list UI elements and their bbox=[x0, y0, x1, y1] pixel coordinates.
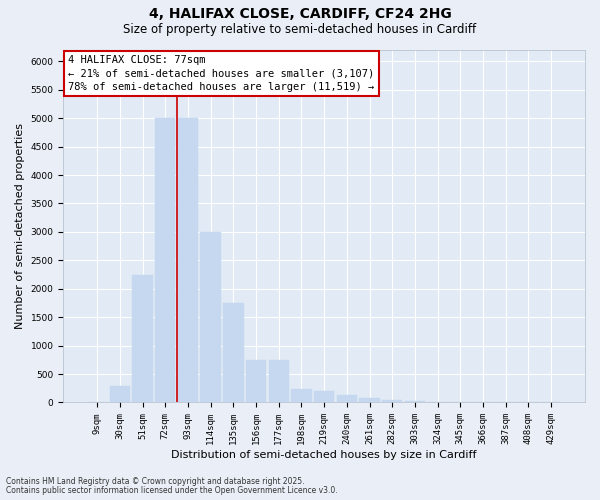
Bar bbox=[382, 400, 403, 402]
Bar bbox=[246, 360, 266, 403]
Bar bbox=[110, 386, 130, 402]
Bar bbox=[337, 395, 357, 402]
Text: Size of property relative to semi-detached houses in Cardiff: Size of property relative to semi-detach… bbox=[124, 22, 476, 36]
Text: 4 HALIFAX CLOSE: 77sqm
← 21% of semi-detached houses are smaller (3,107)
78% of : 4 HALIFAX CLOSE: 77sqm ← 21% of semi-det… bbox=[68, 56, 375, 92]
Bar bbox=[133, 274, 153, 402]
Bar bbox=[269, 360, 289, 403]
Text: Contains HM Land Registry data © Crown copyright and database right 2025.: Contains HM Land Registry data © Crown c… bbox=[6, 477, 305, 486]
Text: 4, HALIFAX CLOSE, CARDIFF, CF24 2HG: 4, HALIFAX CLOSE, CARDIFF, CF24 2HG bbox=[149, 8, 451, 22]
Bar bbox=[291, 390, 311, 402]
X-axis label: Distribution of semi-detached houses by size in Cardiff: Distribution of semi-detached houses by … bbox=[172, 450, 477, 460]
Bar bbox=[178, 118, 198, 403]
Bar bbox=[359, 398, 380, 402]
Bar bbox=[405, 401, 425, 402]
Bar bbox=[314, 391, 334, 402]
Bar bbox=[155, 118, 175, 403]
Bar bbox=[223, 303, 244, 402]
Y-axis label: Number of semi-detached properties: Number of semi-detached properties bbox=[15, 123, 25, 329]
Bar bbox=[200, 232, 221, 402]
Text: Contains public sector information licensed under the Open Government Licence v3: Contains public sector information licen… bbox=[6, 486, 338, 495]
